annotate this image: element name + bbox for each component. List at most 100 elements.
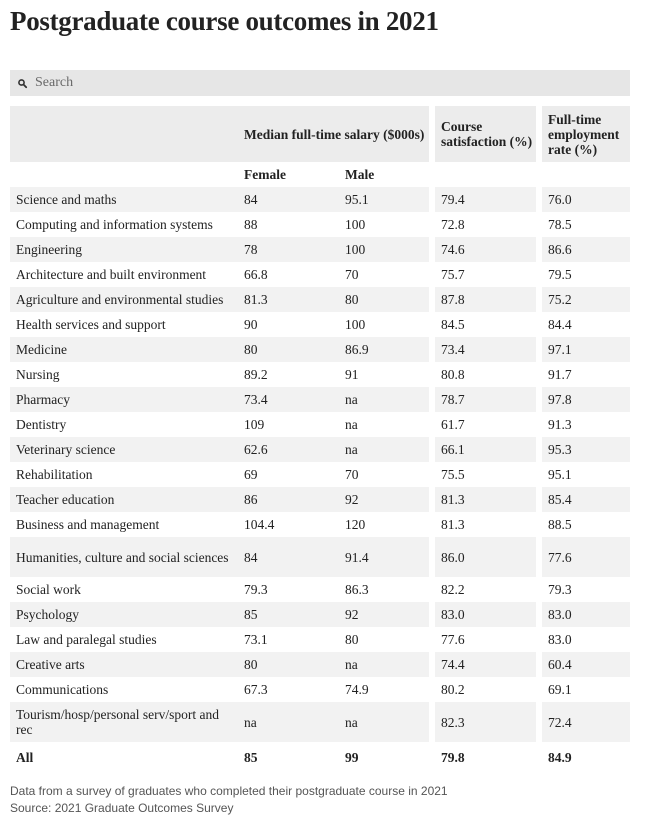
employment-cell: 60.4 — [542, 652, 631, 677]
field-cell: Communications — [16, 681, 109, 697]
satisfaction-cell: 75.7 — [441, 266, 465, 282]
field-cell: Rehabilitation — [16, 466, 93, 482]
header-gap — [429, 106, 436, 162]
employment-cell: 83.0 — [548, 631, 572, 647]
employment-cell: 95.3 — [542, 437, 631, 462]
table-row: Social work 79.3 86.3 82.2 79.3 — [10, 577, 630, 602]
employment-cell: 79.3 — [548, 581, 572, 597]
satisfaction-cell: 82.2 — [441, 581, 465, 597]
header-employment[interactable]: Full-time employment rate (%) — [542, 106, 631, 162]
column-gap — [536, 387, 543, 412]
employment-cell: 91.3 — [548, 416, 572, 432]
employment-cell: 72.4 — [542, 702, 631, 742]
female-salary-cell: 79.3 — [244, 581, 268, 597]
column-gap — [429, 212, 436, 237]
column-gap — [536, 537, 543, 577]
female-salary-cell: 80 — [238, 337, 339, 362]
column-gap — [536, 262, 543, 287]
column-gap — [429, 387, 436, 412]
table-row: Veterinary science 62.6 na 66.1 95.3 — [10, 437, 631, 462]
header-male[interactable]: Male — [339, 162, 430, 187]
satisfaction-cell: 80.8 — [441, 366, 465, 382]
female-salary-cell: 62.6 — [238, 437, 339, 462]
column-gap — [429, 462, 436, 487]
female-salary-cell: 86 — [238, 487, 339, 512]
employment-cell: 76.0 — [542, 187, 631, 212]
column-gap — [429, 287, 436, 312]
column-gap — [536, 337, 543, 362]
column-gap — [429, 412, 436, 437]
field-cell: Medicine — [10, 337, 238, 362]
male-salary-cell: 99 — [339, 742, 430, 774]
female-salary-cell: 84 — [238, 187, 339, 212]
footer-note: Data from a survey of graduates who comp… — [10, 784, 448, 798]
column-gap — [536, 487, 543, 512]
table-row: Dentistry 109 na 61.7 91.3 — [10, 412, 630, 437]
table-row: Psychology 85 92 83.0 83.0 — [10, 602, 631, 627]
male-salary-cell: 91.4 — [339, 537, 430, 577]
table-row: Engineering 78 100 74.6 86.6 — [10, 237, 631, 262]
search-input[interactable] — [35, 75, 595, 91]
column-gap — [536, 512, 543, 537]
female-salary-cell: 73.4 — [238, 387, 339, 412]
search-bar[interactable] — [10, 70, 630, 96]
male-salary-cell: 86.3 — [345, 581, 369, 597]
employment-cell: 84.4 — [548, 316, 572, 332]
satisfaction-cell: 81.3 — [435, 487, 537, 512]
header-blank — [10, 106, 238, 162]
field-cell: Agriculture and environmental studies — [10, 287, 238, 312]
female-salary-cell: 78 — [238, 237, 339, 262]
field-cell: Science and maths — [10, 187, 238, 212]
male-salary-cell: 100 — [345, 216, 366, 232]
footer-source: Source: 2021 Graduate Outcomes Survey — [10, 801, 234, 815]
employment-cell: 97.1 — [542, 337, 631, 362]
satisfaction-cell: 86.0 — [435, 537, 537, 577]
subheader-blank — [435, 162, 537, 187]
employment-cell: 77.6 — [542, 537, 631, 577]
table-row: Law and paralegal studies 73.1 80 77.6 83.0 — [10, 627, 630, 652]
satisfaction-cell: 61.7 — [441, 416, 465, 432]
male-salary-cell: 100 — [345, 316, 366, 332]
male-salary-cell: 80 — [345, 631, 359, 647]
header-female[interactable]: Female — [238, 162, 339, 187]
column-gap — [536, 627, 543, 652]
field-cell: Psychology — [10, 602, 238, 627]
column-gap — [536, 602, 543, 627]
column-gap — [429, 602, 436, 627]
field-cell: Architecture and built environment — [16, 266, 207, 282]
female-salary-cell: 66.8 — [244, 266, 268, 282]
table-row: Creative arts 80 na 74.4 60.4 — [10, 652, 631, 677]
field-cell: Computing and information systems — [16, 216, 213, 232]
subheader-gap — [536, 162, 543, 187]
satisfaction-cell: 87.8 — [435, 287, 537, 312]
column-gap — [536, 312, 543, 337]
column-gap — [536, 677, 543, 702]
field-cell: Veterinary science — [10, 437, 238, 462]
table-row: Business and management 104.4 120 81.3 88.5 — [10, 512, 630, 537]
table-row: Health services and support 90 100 84.5 84.4 — [10, 312, 630, 337]
table-row: Science and maths 84 95.1 79.4 76.0 — [10, 187, 631, 212]
table-row: Medicine 80 86.9 73.4 97.1 — [10, 337, 631, 362]
satisfaction-cell: 74.4 — [435, 652, 537, 677]
satisfaction-cell: 82.3 — [435, 702, 537, 742]
column-gap — [536, 212, 543, 237]
field-cell: All — [10, 742, 238, 774]
male-salary-cell: 120 — [345, 516, 366, 532]
table-row: Humanities, culture and social sciences 8… — [10, 537, 631, 577]
column-gap — [429, 677, 436, 702]
column-gap — [429, 702, 436, 742]
subheader-blank — [10, 162, 238, 187]
female-salary-cell: 85 — [238, 602, 339, 627]
header-salary[interactable]: Median full-time salary ($000s) — [238, 106, 430, 162]
female-salary-cell: 89.2 — [244, 366, 268, 382]
employment-cell: 69.1 — [548, 681, 572, 697]
column-gap — [429, 537, 436, 577]
satisfaction-cell: 83.0 — [435, 602, 537, 627]
header-satisfaction[interactable]: Course satisfaction (%) — [435, 106, 537, 162]
column-gap — [429, 652, 436, 677]
employment-cell: 97.8 — [542, 387, 631, 412]
employment-cell: 86.6 — [542, 237, 631, 262]
employment-cell: 84.9 — [542, 742, 631, 774]
column-gap — [536, 702, 543, 742]
satisfaction-cell: 79.4 — [435, 187, 537, 212]
